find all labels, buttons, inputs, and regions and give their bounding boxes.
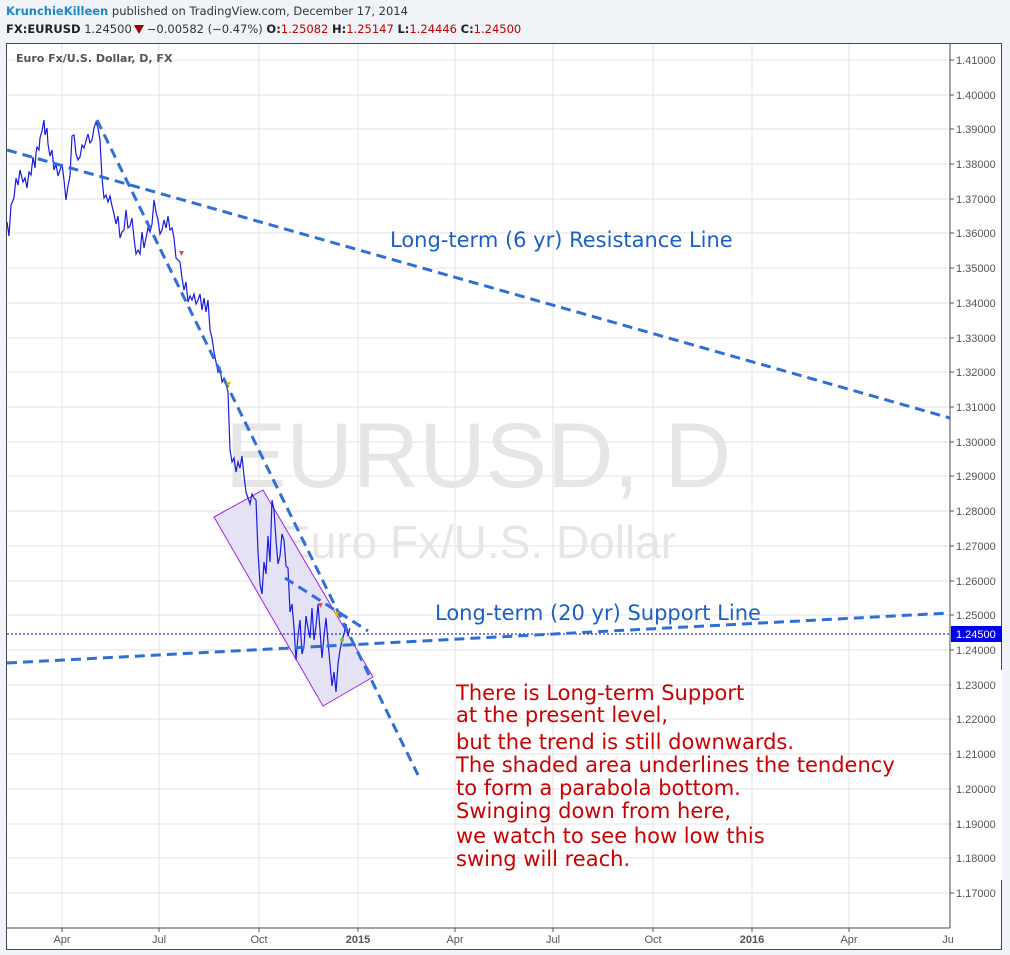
axis-mask <box>951 670 1002 880</box>
resistance-annotation[interactable]: Long-term (6 yr) Resistance Line <box>390 228 733 252</box>
note-line: we watch to see how low this <box>456 824 765 848</box>
symbol-label: FX:EURUSD <box>6 22 81 36</box>
note-line: The shaded area underlines the tendency <box>455 753 895 777</box>
resistance-trend-line <box>6 148 951 420</box>
svg-text:1.18000: 1.18000 <box>956 853 996 865</box>
last-price: 1.24500 <box>84 22 132 36</box>
publish-header: KrunchieKilleen published on TradingView… <box>6 2 521 38</box>
watermark-description: Euro Fx/U.S. Dollar <box>280 516 676 568</box>
svg-text:Jul: Jul <box>546 934 560 946</box>
note-line: but the trend is still downwards. <box>456 730 794 754</box>
svg-text:1.24000: 1.24000 <box>956 645 996 657</box>
svg-text:1.19000: 1.19000 <box>956 819 996 831</box>
svg-text:1.39000: 1.39000 <box>956 124 996 136</box>
svg-text:Apr: Apr <box>840 934 857 946</box>
close-value: 1.24500 <box>473 22 522 36</box>
downtrend-line <box>95 119 420 776</box>
sell-marker-icon <box>179 251 184 256</box>
price-tag-text: 1.24500 <box>956 629 996 641</box>
svg-text:1.26000: 1.26000 <box>956 576 996 588</box>
price-axis-lower-labels: 1.23000 1.22000 1.21000 1.20000 1.19000 1.180… <box>956 680 996 865</box>
note-line: Swinging down from here, <box>456 799 731 823</box>
chart-title: Euro Fx/U.S. Dollar, D, FX <box>16 52 173 65</box>
note-line: at the present level, <box>456 703 668 727</box>
note-line: to form a parabola bottom. <box>456 776 741 800</box>
svg-text:1.34000: 1.34000 <box>956 298 996 310</box>
symbol-line: FX:EURUSD 1.24500 −0.00582 (−0.47%) O:1.2… <box>6 20 521 38</box>
time-axis-ticks <box>61 928 850 932</box>
high-value: 1.25147 <box>346 22 394 36</box>
svg-text:Oct: Oct <box>644 934 661 946</box>
low-value: 1.24446 <box>409 22 457 36</box>
low-label: L: <box>397 22 410 36</box>
signal-marker-icon <box>334 612 339 617</box>
svg-text:1.37000: 1.37000 <box>956 194 996 206</box>
price-tag <box>951 626 1002 642</box>
svg-text:1.21000: 1.21000 <box>956 749 996 761</box>
down-triangle-icon <box>133 25 144 34</box>
close-label: C: <box>460 22 474 36</box>
svg-text:1.17000: 1.17000 <box>956 888 996 900</box>
high-label: H: <box>332 22 347 36</box>
note-line: There is Long-term Support <box>455 681 744 705</box>
svg-text:1.28000: 1.28000 <box>956 506 996 518</box>
svg-text:1.29000: 1.29000 <box>956 471 996 483</box>
svg-text:1.35000: 1.35000 <box>956 263 996 275</box>
parabola-shaded-area[interactable] <box>213 489 374 707</box>
svg-text:1.20000: 1.20000 <box>956 784 996 796</box>
svg-text:Apr: Apr <box>446 934 463 946</box>
support-annotation[interactable]: Long-term (20 yr) Support Line <box>435 601 761 625</box>
svg-text:Ju: Ju <box>942 934 954 946</box>
svg-text:1.23000: 1.23000 <box>956 680 996 692</box>
trend-lines[interactable] <box>6 119 951 776</box>
watermark-symbol: EURUSD, D <box>225 405 731 507</box>
author-link[interactable]: KrunchieKilleen <box>6 4 109 18</box>
note-annotation[interactable]: There is Long-term Support at the presen… <box>455 681 895 871</box>
svg-text:1.22000: 1.22000 <box>956 714 996 726</box>
sell-marker-icon <box>318 603 323 608</box>
signal-marker-icon <box>226 382 231 387</box>
chart-frame <box>6 43 1002 950</box>
svg-text:1.31000: 1.31000 <box>956 402 996 414</box>
grid <box>7 44 950 928</box>
note-line: swing will reach. <box>456 847 630 871</box>
price-change: −0.00582 (−0.47%) <box>146 22 263 36</box>
support-trend-line <box>6 611 951 665</box>
svg-text:1.32000: 1.32000 <box>956 367 996 379</box>
svg-text:Jul: Jul <box>152 934 166 946</box>
open-value: 1.25082 <box>280 22 329 36</box>
open-label: O: <box>266 22 281 36</box>
svg-text:1.40000: 1.40000 <box>956 90 996 102</box>
svg-text:1.25000: 1.25000 <box>956 610 996 622</box>
svg-text:1.41000: 1.41000 <box>956 55 996 67</box>
svg-text:Apr: Apr <box>53 934 70 946</box>
svg-text:2015: 2015 <box>346 934 370 946</box>
time-axis[interactable]: Apr Jul Oct 2015 Apr Jul Oct 2016 Apr Ju <box>53 934 953 946</box>
svg-text:1.38000: 1.38000 <box>956 159 996 171</box>
short-downtrend-line <box>284 576 369 633</box>
svg-text:1.33000: 1.33000 <box>956 333 996 345</box>
svg-text:Oct: Oct <box>250 934 267 946</box>
svg-text:1.36000: 1.36000 <box>956 228 996 240</box>
publisher-line: KrunchieKilleen published on TradingView… <box>6 2 521 20</box>
svg-text:2016: 2016 <box>740 934 764 946</box>
published-text: published on TradingView.com, December 1… <box>111 4 408 18</box>
buy-marker-icon <box>340 638 344 642</box>
svg-text:1.27000: 1.27000 <box>956 541 996 553</box>
svg-text:1.30000: 1.30000 <box>956 437 996 449</box>
